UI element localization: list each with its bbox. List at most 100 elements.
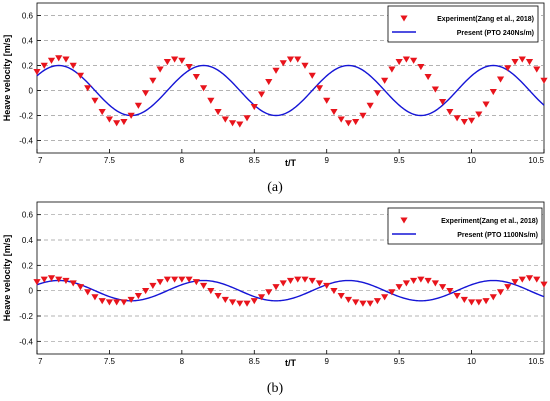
data-point bbox=[410, 57, 418, 64]
x-tick-label: 8.5 bbox=[249, 156, 261, 165]
data-point bbox=[40, 276, 48, 283]
data-point bbox=[199, 85, 208, 92]
data-point bbox=[402, 56, 410, 63]
data-point bbox=[105, 116, 114, 123]
x-tick-label: 9 bbox=[324, 357, 329, 366]
y-tick-label: -0.4 bbox=[19, 337, 33, 346]
data-point bbox=[163, 59, 171, 66]
data-point bbox=[221, 296, 229, 303]
subplot-label: (a) bbox=[267, 180, 283, 195]
data-point bbox=[489, 89, 497, 96]
data-point bbox=[243, 115, 251, 122]
data-point bbox=[381, 77, 389, 84]
data-point bbox=[439, 284, 447, 291]
legend-label-present: Present (PTO 1100Ns/m) bbox=[457, 232, 538, 239]
data-point bbox=[127, 296, 135, 303]
data-point bbox=[489, 294, 497, 301]
data-point bbox=[315, 280, 324, 287]
series-line-present bbox=[36, 64, 545, 117]
data-point bbox=[286, 56, 295, 63]
data-point bbox=[250, 298, 258, 305]
data-point bbox=[294, 56, 302, 63]
x-tick-label: 7.5 bbox=[104, 156, 116, 165]
data-point bbox=[525, 275, 534, 282]
data-point bbox=[294, 276, 302, 283]
data-point bbox=[453, 115, 461, 122]
data-point bbox=[149, 282, 157, 290]
x-tick-label: 9 bbox=[324, 156, 329, 165]
data-point bbox=[344, 120, 353, 127]
legend-label-present: Present (PTO 240Ns/m) bbox=[457, 30, 534, 37]
legend-label-experiment: Experiment(Zang et al., 2018) bbox=[437, 16, 534, 23]
data-point bbox=[98, 298, 106, 305]
data-point bbox=[272, 67, 280, 74]
data-point bbox=[120, 299, 128, 306]
data-point bbox=[308, 277, 316, 284]
data-point bbox=[453, 293, 461, 300]
x-tick-label: 10 bbox=[467, 357, 476, 366]
legend-box bbox=[387, 207, 543, 245]
data-point bbox=[236, 121, 244, 128]
data-point bbox=[540, 77, 548, 84]
data-point bbox=[228, 120, 237, 127]
data-point bbox=[250, 104, 258, 111]
data-point bbox=[323, 282, 331, 290]
data-point bbox=[127, 112, 135, 119]
legend-marker-experiment bbox=[400, 15, 408, 22]
data-point bbox=[366, 102, 374, 109]
data-point bbox=[33, 69, 41, 76]
data-point bbox=[496, 76, 505, 83]
data-point bbox=[518, 276, 526, 283]
data-point bbox=[62, 56, 70, 63]
data-point bbox=[424, 74, 432, 81]
x-axis-label: t/T bbox=[285, 358, 296, 368]
data-point bbox=[257, 91, 266, 98]
legend: Experiment(Zang et al., 2018) Present (PT… bbox=[387, 5, 539, 43]
data-point bbox=[504, 65, 512, 72]
data-point bbox=[439, 99, 447, 106]
y-tick-label: 0.4 bbox=[22, 37, 34, 46]
y-tick-label: 0.6 bbox=[22, 211, 34, 220]
data-point bbox=[388, 66, 396, 73]
data-point bbox=[467, 117, 476, 124]
data-point bbox=[446, 287, 454, 295]
y-tick-label: 0 bbox=[29, 87, 34, 96]
data-point bbox=[431, 86, 439, 93]
x-tick-label: 10.5 bbox=[528, 357, 544, 366]
data-point bbox=[373, 90, 382, 97]
y-tick-label: -0.2 bbox=[19, 312, 33, 321]
data-point bbox=[171, 276, 179, 283]
y-axis-label: Heave velocity [m/s] bbox=[2, 235, 12, 322]
data-point bbox=[113, 299, 121, 306]
data-point bbox=[69, 62, 77, 69]
data-point bbox=[149, 77, 157, 84]
data-point bbox=[76, 284, 85, 291]
data-point bbox=[511, 59, 519, 66]
data-point bbox=[265, 79, 273, 86]
data-point bbox=[395, 59, 403, 66]
data-point bbox=[540, 281, 548, 288]
legend-label-experiment: Experiment(Zang et al., 2018) bbox=[441, 218, 538, 225]
data-point bbox=[228, 299, 237, 306]
data-point bbox=[337, 293, 345, 300]
data-point bbox=[84, 85, 92, 92]
x-tick-label: 7 bbox=[38, 357, 43, 366]
data-point bbox=[142, 90, 150, 97]
x-tick-label: 10.5 bbox=[528, 156, 544, 165]
x-tick-label: 10 bbox=[467, 156, 476, 165]
data-point bbox=[460, 119, 468, 126]
legend-box bbox=[387, 5, 539, 43]
data-point bbox=[221, 116, 229, 123]
data-point bbox=[475, 111, 483, 118]
y-tick-label: 0.6 bbox=[22, 12, 34, 21]
data-point bbox=[359, 300, 367, 307]
x-tick-label: 9.5 bbox=[394, 156, 406, 165]
data-point bbox=[185, 64, 193, 71]
data-point bbox=[315, 85, 324, 92]
data-point bbox=[214, 293, 222, 300]
data-point bbox=[482, 298, 490, 305]
data-point bbox=[504, 284, 512, 291]
data-point bbox=[373, 298, 382, 305]
y-axis-label: Heave velocity [m/s] bbox=[2, 35, 12, 122]
